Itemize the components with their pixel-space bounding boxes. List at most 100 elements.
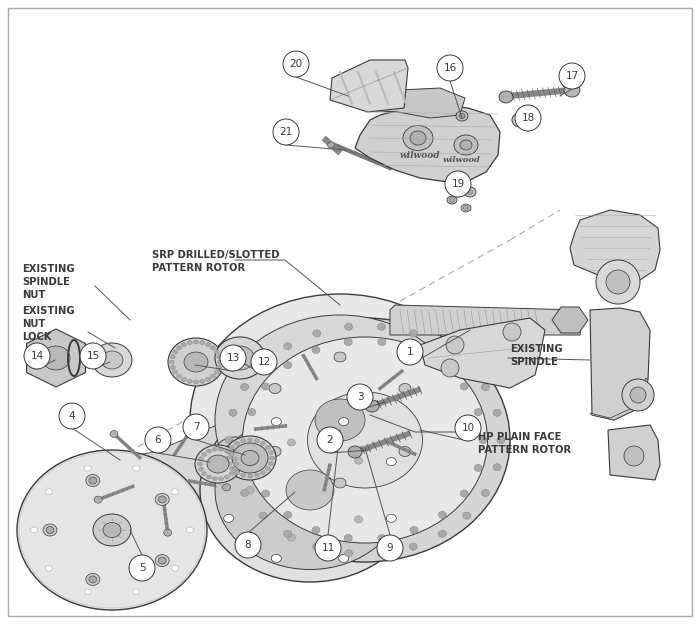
Ellipse shape bbox=[497, 437, 505, 444]
Ellipse shape bbox=[176, 346, 181, 350]
Ellipse shape bbox=[46, 527, 54, 534]
Ellipse shape bbox=[479, 437, 487, 444]
Ellipse shape bbox=[89, 477, 97, 484]
Text: HP PLAIN FACE
PATTERN ROTOR: HP PLAIN FACE PATTERN ROTOR bbox=[478, 432, 571, 455]
Ellipse shape bbox=[222, 444, 248, 466]
Text: 10: 10 bbox=[461, 423, 475, 433]
Circle shape bbox=[624, 446, 644, 466]
Circle shape bbox=[24, 343, 50, 369]
Ellipse shape bbox=[176, 374, 181, 378]
Ellipse shape bbox=[172, 489, 178, 495]
Ellipse shape bbox=[265, 467, 270, 470]
Ellipse shape bbox=[482, 384, 489, 391]
Ellipse shape bbox=[19, 452, 205, 608]
Ellipse shape bbox=[403, 125, 433, 150]
Ellipse shape bbox=[313, 543, 321, 550]
Ellipse shape bbox=[173, 370, 178, 374]
Ellipse shape bbox=[217, 365, 222, 369]
Ellipse shape bbox=[467, 190, 473, 195]
Ellipse shape bbox=[410, 131, 426, 145]
Ellipse shape bbox=[132, 465, 139, 471]
Text: 15: 15 bbox=[86, 351, 99, 361]
Polygon shape bbox=[330, 60, 408, 112]
Ellipse shape bbox=[190, 294, 490, 546]
Text: 1: 1 bbox=[407, 347, 413, 357]
Ellipse shape bbox=[259, 512, 267, 519]
Polygon shape bbox=[27, 329, 85, 387]
Polygon shape bbox=[590, 378, 648, 420]
Ellipse shape bbox=[206, 475, 211, 479]
Ellipse shape bbox=[214, 370, 219, 374]
Ellipse shape bbox=[516, 117, 524, 124]
Ellipse shape bbox=[225, 437, 233, 444]
Text: SRP DRILLED/SLOTTED
PATTERN ROTOR: SRP DRILLED/SLOTTED PATTERN ROTOR bbox=[152, 250, 279, 273]
Ellipse shape bbox=[101, 351, 123, 369]
Ellipse shape bbox=[344, 535, 352, 542]
Ellipse shape bbox=[199, 467, 204, 471]
Ellipse shape bbox=[284, 362, 292, 369]
Ellipse shape bbox=[474, 464, 482, 471]
Ellipse shape bbox=[241, 451, 259, 466]
Ellipse shape bbox=[202, 472, 206, 475]
Polygon shape bbox=[608, 425, 660, 480]
Ellipse shape bbox=[461, 204, 471, 212]
Ellipse shape bbox=[227, 451, 232, 454]
Ellipse shape bbox=[202, 452, 206, 456]
Ellipse shape bbox=[499, 91, 513, 103]
Ellipse shape bbox=[288, 439, 295, 446]
Ellipse shape bbox=[493, 464, 501, 470]
Polygon shape bbox=[552, 307, 588, 333]
Ellipse shape bbox=[86, 573, 100, 585]
Ellipse shape bbox=[461, 490, 468, 497]
Ellipse shape bbox=[230, 472, 235, 475]
Circle shape bbox=[441, 359, 459, 377]
Ellipse shape bbox=[344, 550, 353, 557]
Ellipse shape bbox=[328, 142, 335, 148]
Ellipse shape bbox=[234, 462, 239, 466]
Ellipse shape bbox=[386, 457, 396, 466]
Circle shape bbox=[503, 323, 521, 341]
Ellipse shape bbox=[272, 554, 281, 562]
Ellipse shape bbox=[215, 337, 265, 379]
Ellipse shape bbox=[438, 343, 447, 349]
Ellipse shape bbox=[284, 530, 292, 537]
Ellipse shape bbox=[344, 338, 352, 346]
Ellipse shape bbox=[456, 111, 468, 121]
Circle shape bbox=[630, 387, 646, 403]
Circle shape bbox=[606, 270, 630, 294]
Ellipse shape bbox=[223, 484, 230, 491]
Ellipse shape bbox=[195, 445, 241, 483]
Ellipse shape bbox=[212, 477, 218, 480]
Text: EXISTING
SPINDLE: EXISTING SPINDLE bbox=[510, 344, 563, 367]
Ellipse shape bbox=[211, 346, 216, 350]
Ellipse shape bbox=[199, 379, 204, 383]
Ellipse shape bbox=[460, 140, 472, 150]
Polygon shape bbox=[570, 210, 660, 280]
Text: 18: 18 bbox=[522, 113, 535, 123]
Text: 3: 3 bbox=[357, 392, 363, 402]
Ellipse shape bbox=[218, 447, 223, 451]
Ellipse shape bbox=[43, 524, 57, 536]
Polygon shape bbox=[362, 88, 465, 118]
Ellipse shape bbox=[354, 457, 363, 464]
Ellipse shape bbox=[31, 527, 38, 533]
Ellipse shape bbox=[17, 450, 207, 610]
Ellipse shape bbox=[265, 446, 270, 449]
Ellipse shape bbox=[155, 555, 169, 567]
Ellipse shape bbox=[312, 527, 320, 534]
Circle shape bbox=[283, 51, 309, 77]
Ellipse shape bbox=[348, 446, 362, 458]
Ellipse shape bbox=[93, 514, 131, 546]
Circle shape bbox=[446, 336, 464, 354]
Ellipse shape bbox=[227, 462, 232, 466]
Ellipse shape bbox=[234, 441, 239, 446]
Ellipse shape bbox=[181, 378, 186, 381]
Ellipse shape bbox=[224, 457, 234, 466]
Ellipse shape bbox=[248, 438, 253, 442]
Ellipse shape bbox=[315, 399, 365, 441]
Ellipse shape bbox=[482, 489, 489, 497]
Ellipse shape bbox=[193, 380, 199, 384]
Ellipse shape bbox=[92, 343, 132, 377]
Ellipse shape bbox=[214, 437, 256, 473]
Circle shape bbox=[220, 345, 246, 371]
